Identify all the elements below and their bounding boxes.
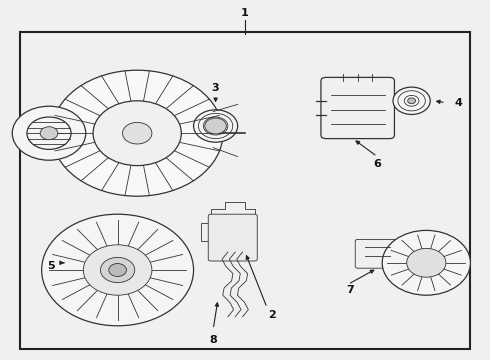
Text: 6: 6 (373, 159, 381, 169)
Circle shape (194, 110, 238, 142)
Circle shape (122, 122, 152, 144)
Circle shape (40, 127, 58, 140)
Circle shape (93, 101, 181, 166)
Text: 7: 7 (346, 285, 354, 295)
Circle shape (205, 118, 226, 134)
Circle shape (408, 98, 416, 104)
Text: 1: 1 (241, 8, 249, 18)
FancyBboxPatch shape (321, 77, 394, 139)
Circle shape (393, 87, 430, 114)
Circle shape (407, 248, 446, 277)
Text: 8: 8 (209, 335, 217, 345)
Circle shape (42, 214, 194, 326)
Circle shape (100, 257, 135, 283)
FancyBboxPatch shape (208, 214, 257, 261)
Text: 2: 2 (268, 310, 276, 320)
Text: 4: 4 (454, 98, 462, 108)
Text: 3: 3 (212, 83, 220, 93)
FancyBboxPatch shape (355, 239, 399, 268)
Circle shape (51, 70, 223, 196)
Circle shape (382, 230, 470, 295)
Circle shape (12, 106, 86, 160)
Polygon shape (201, 202, 255, 241)
Circle shape (109, 264, 126, 276)
Circle shape (83, 245, 152, 295)
Text: 5: 5 (48, 261, 55, 271)
